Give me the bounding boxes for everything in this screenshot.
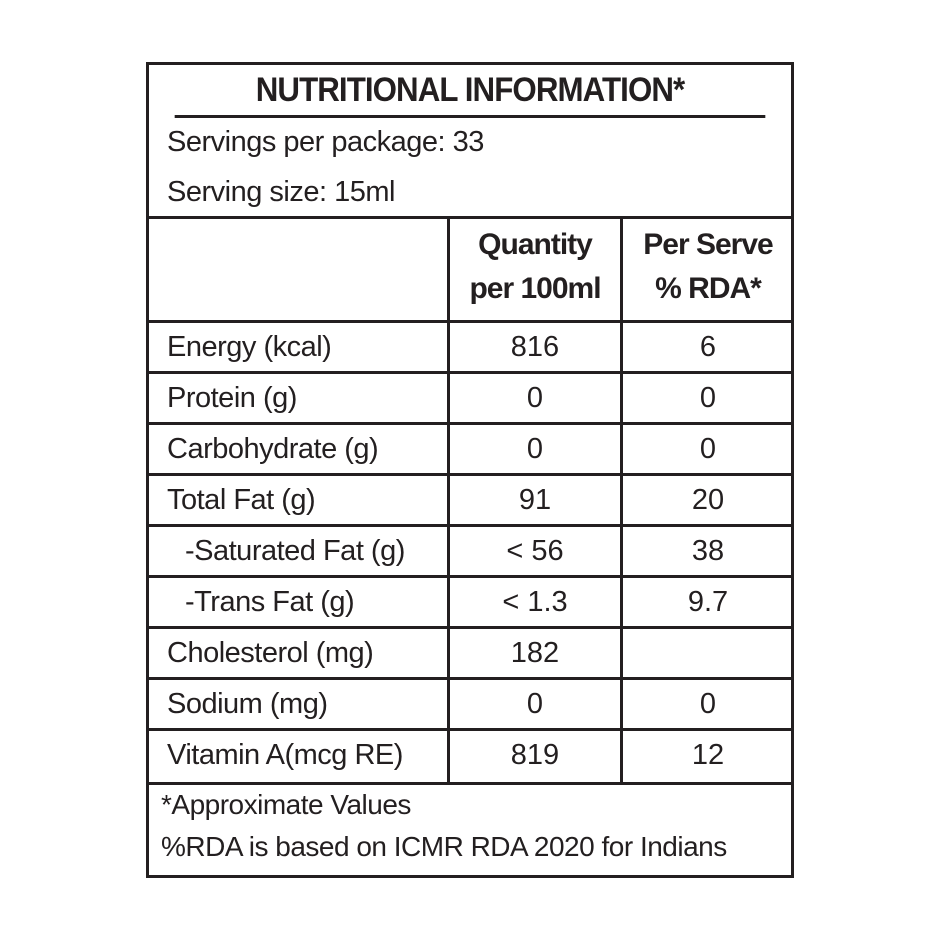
servings-section: Servings per package: 33 Serving size: 1…	[149, 118, 791, 219]
quantity-header-line1: Quantity	[478, 228, 593, 261]
row-quantity: < 1.3	[502, 586, 568, 618]
rda-header-line2: % RDA*	[655, 272, 762, 305]
table-row: Total Fat (g) 91 20	[149, 476, 791, 527]
row-rda: 38	[691, 535, 725, 567]
column-divider-1	[447, 219, 450, 785]
table-row: Cholesterol (mg) 182	[149, 629, 791, 680]
table-row: Sodium (mg) 0 0	[149, 680, 791, 731]
row-rda: 20	[691, 484, 725, 516]
row-name: Energy (kcal)	[167, 331, 332, 363]
row-name: Vitamin A(mcg RE)	[167, 739, 403, 771]
rda-column-header: Per Serve % RDA*	[623, 223, 793, 311]
row-name: -Saturated Fat (g)	[185, 535, 405, 567]
row-name: Carbohydrate (g)	[167, 433, 379, 465]
approximate-values-note: *Approximate Values	[161, 789, 411, 820]
quantity-column-header: Quantity per 100ml	[450, 223, 620, 311]
row-rda: 0	[699, 433, 717, 465]
serving-size: Serving size: 15ml	[167, 176, 395, 208]
row-quantity: 816	[510, 331, 560, 363]
row-name: Cholesterol (mg)	[167, 637, 374, 669]
table-row: -Trans Fat (g) < 1.3 9.7	[149, 578, 791, 629]
footer-notes: *Approximate Values %RDA is based on ICM…	[149, 785, 791, 878]
table-row: -Saturated Fat (g) < 56 38	[149, 527, 791, 578]
servings-per-package: Servings per package: 33	[167, 126, 484, 158]
row-rda: 12	[691, 739, 725, 771]
rda-header-line1: Per Serve	[643, 228, 773, 261]
rda-basis-note: %RDA is based on ICMR RDA 2020 for India…	[161, 831, 727, 862]
row-rda: 9.7	[687, 586, 729, 618]
row-rda: 6	[699, 331, 717, 363]
row-rda: 0	[699, 382, 717, 414]
label-title: NUTRITIONAL INFORMATION*	[174, 65, 766, 118]
row-name: Total Fat (g)	[167, 484, 316, 516]
column-header-row: Quantity per 100ml Per Serve % RDA*	[149, 219, 791, 323]
row-quantity: < 56	[506, 535, 564, 567]
table-row: Energy (kcal) 816 6	[149, 323, 791, 374]
row-quantity: 91	[518, 484, 552, 516]
table-row: Protein (g) 0 0	[149, 374, 791, 425]
nutrition-label: NUTRITIONAL INFORMATION* Servings per pa…	[146, 62, 794, 878]
row-rda: 0	[699, 688, 717, 720]
row-name: -Trans Fat (g)	[185, 586, 355, 618]
table-row: Carbohydrate (g) 0 0	[149, 425, 791, 476]
row-quantity: 0	[526, 433, 544, 465]
row-quantity: 0	[526, 688, 544, 720]
table-row: Vitamin A(mcg RE) 819 12	[149, 731, 791, 785]
row-quantity: 819	[510, 739, 560, 771]
column-divider-2	[620, 219, 623, 785]
quantity-header-line2: per 100ml	[469, 272, 601, 305]
row-name: Sodium (mg)	[167, 688, 328, 720]
row-name: Protein (g)	[167, 382, 297, 414]
row-quantity: 0	[526, 382, 544, 414]
row-quantity: 182	[510, 637, 560, 669]
